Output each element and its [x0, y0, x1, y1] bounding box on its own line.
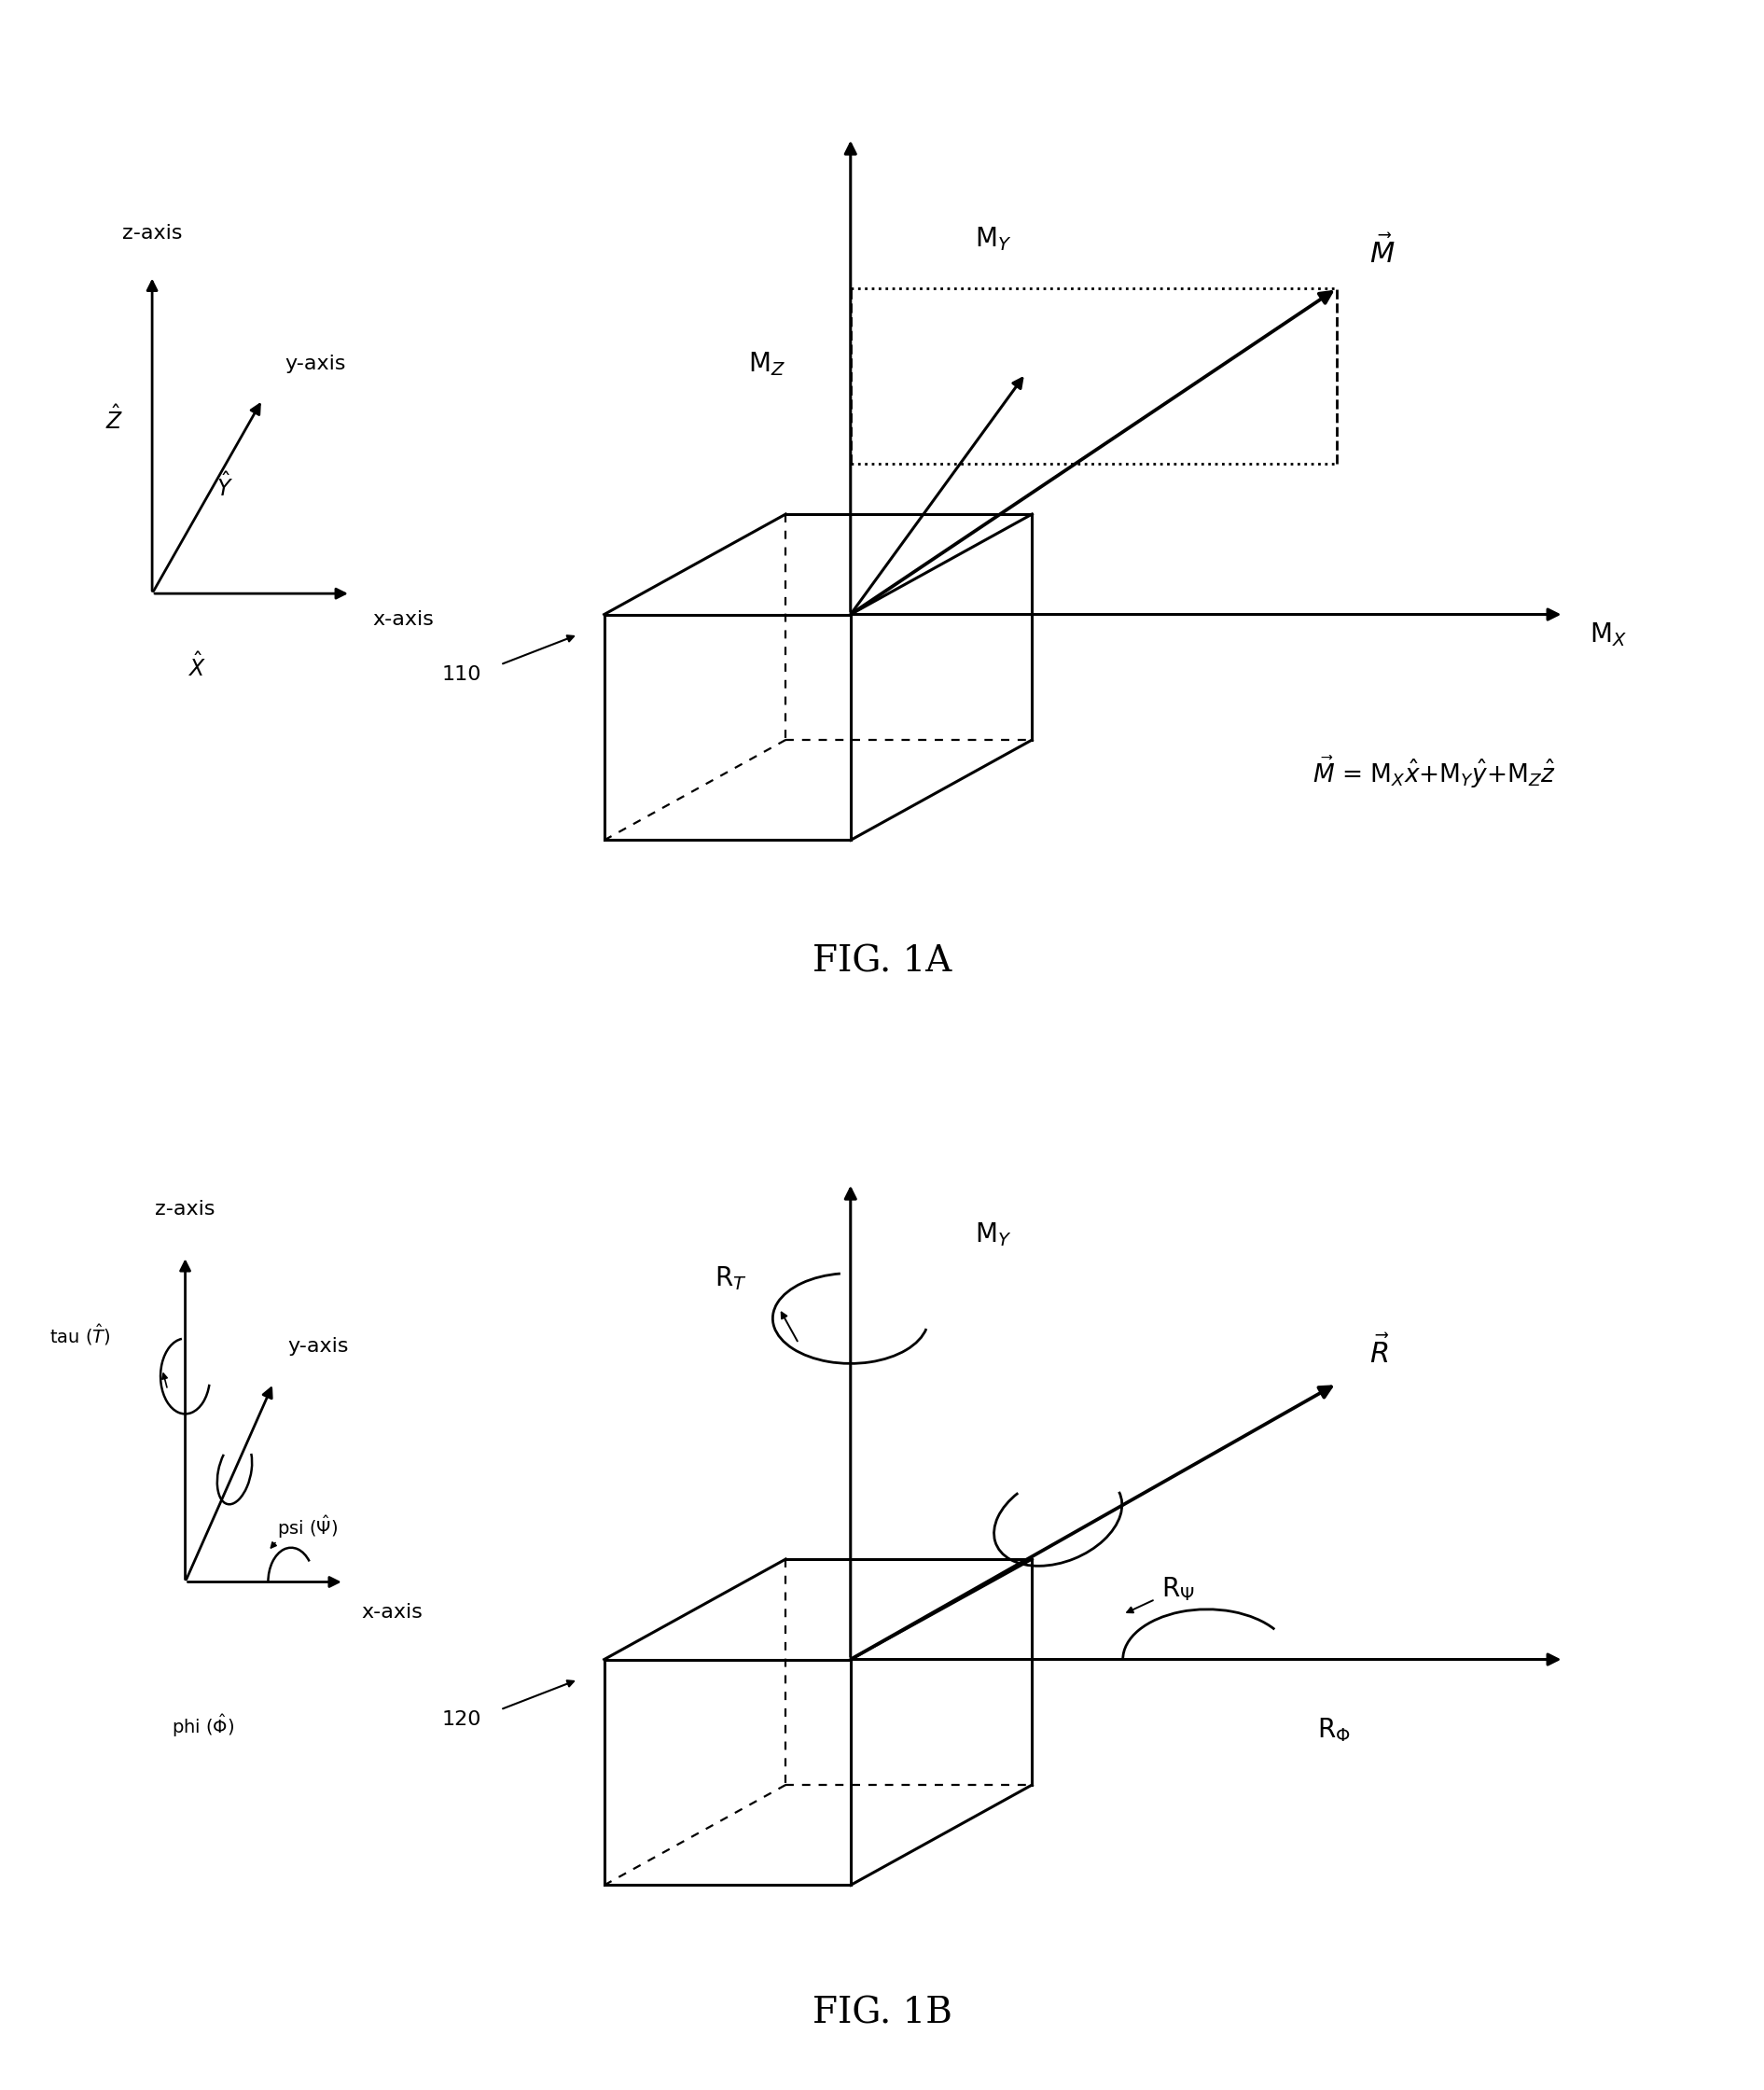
- Text: x-axis: x-axis: [372, 610, 434, 629]
- Text: 110: 110: [441, 665, 482, 683]
- Text: tau ($\hat{T}$): tau ($\hat{T}$): [49, 1323, 111, 1348]
- Text: phi ($\hat{\Phi}$): phi ($\hat{\Phi}$): [171, 1712, 235, 1739]
- Text: R$_{\Phi}$: R$_{\Phi}$: [1318, 1716, 1351, 1743]
- Text: 120: 120: [441, 1710, 482, 1728]
- Text: R$_T$: R$_T$: [714, 1264, 746, 1292]
- Text: $\hat{Z}$: $\hat{Z}$: [106, 405, 123, 435]
- Text: psi ($\hat{\Psi}$): psi ($\hat{\Psi}$): [277, 1513, 337, 1540]
- Text: FIG. 1B: FIG. 1B: [811, 1996, 953, 2031]
- Text: FIG. 1A: FIG. 1A: [813, 945, 951, 980]
- Text: M$_Y$: M$_Y$: [975, 1221, 1011, 1248]
- Text: z-axis: z-axis: [122, 224, 182, 242]
- Text: z-axis: z-axis: [155, 1200, 215, 1218]
- Text: y-axis: y-axis: [288, 1338, 349, 1356]
- Text: M$_Z$: M$_Z$: [748, 349, 785, 378]
- Text: x-axis: x-axis: [362, 1603, 423, 1622]
- Text: $\hat{X}$: $\hat{X}$: [187, 652, 205, 681]
- Text: y-axis: y-axis: [284, 353, 346, 372]
- Text: $\vec{R}$: $\vec{R}$: [1369, 1336, 1390, 1369]
- Text: M$_Y$: M$_Y$: [975, 226, 1011, 253]
- Text: $\vec{M}$ = M$_X$$\hat{x}$+M$_Y$$\hat{y}$+M$_Z$$\hat{z}$: $\vec{M}$ = M$_X$$\hat{x}$+M$_Y$$\hat{y}…: [1312, 754, 1556, 790]
- Text: $\hat{Y}$: $\hat{Y}$: [217, 472, 233, 502]
- Text: R$_{\Psi}$: R$_{\Psi}$: [1162, 1576, 1196, 1603]
- Text: $\vec{M}$: $\vec{M}$: [1369, 234, 1395, 268]
- Text: M$_X$: M$_X$: [1589, 621, 1626, 648]
